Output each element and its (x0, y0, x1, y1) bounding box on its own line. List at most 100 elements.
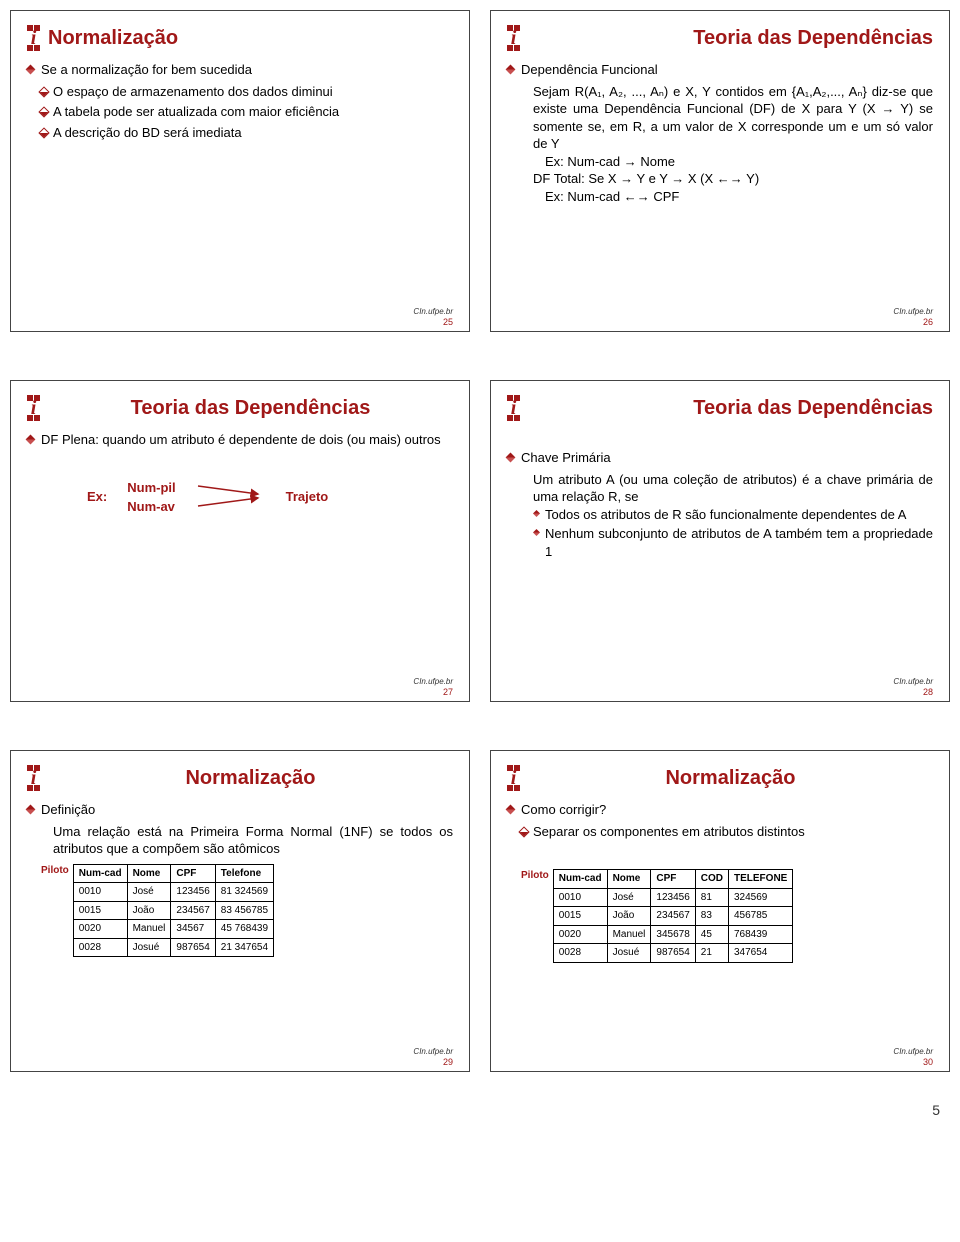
footer-num: 25 (443, 317, 453, 327)
piloto-label: Piloto (521, 869, 549, 883)
slide-title: Normalização (48, 27, 453, 50)
table-header: Telefone (215, 864, 273, 883)
slide-footer: CIn.ufpe.br 28 (507, 677, 933, 697)
slide-footer: CIn.ufpe.br 25 (27, 307, 453, 327)
table-row: 0028Josué98765421347654 (553, 944, 793, 963)
table-cell: 234567 (651, 907, 695, 926)
logo-icon: i (27, 765, 40, 791)
footer-num: 27 (443, 687, 453, 697)
table-row: 0015João23456783 456785 (73, 901, 273, 920)
bullet: O espaço de armazenamento dos dados dimi… (27, 83, 453, 101)
table-cell: 21 347654 (215, 938, 273, 957)
table-header: TELEFONE (729, 870, 793, 889)
table-cell: Josué (127, 938, 171, 957)
bullet: Como corrigir? (507, 801, 933, 819)
text: DF Total: Se X → Y e Y → X (X ←→ Y) (507, 170, 933, 188)
table-header: Num-cad (73, 864, 127, 883)
bullet: Dependência Funcional (507, 61, 933, 79)
table-cell: 0010 (73, 883, 127, 902)
table-row: 0010José12345681324569 (553, 888, 793, 907)
table-cell: João (607, 907, 651, 926)
table-header-row: Num-cadNomeCPFCODTELEFONE (553, 870, 793, 889)
slide-footer: CIn.ufpe.br 30 (507, 1047, 933, 1067)
text: Sejam R(A₁, A₂, ..., Aₙ) e X, Y contidos… (507, 83, 933, 153)
slide-header: i Teoria das Dependências (507, 25, 933, 51)
bullet: Separar os componentes em atributos dist… (507, 823, 933, 841)
slide-title: Teoria das Dependências (528, 27, 933, 50)
table-cell: 81 324569 (215, 883, 273, 902)
table-cell: Manuel (607, 925, 651, 944)
footer-num: 26 (923, 317, 933, 327)
table-cell: 0020 (73, 920, 127, 939)
slide-28: i Teoria das Dependências Chave Primária… (490, 380, 950, 702)
slides-grid: i Normalização Se a normalização for bem… (10, 10, 950, 1072)
text: Uma relação está na Primeira Forma Norma… (27, 823, 453, 858)
text: Ex: Num-cad ←→ CPF (507, 188, 933, 206)
logo-icon: i (27, 395, 40, 421)
slide-26: i Teoria das Dependências Dependência Fu… (490, 10, 950, 332)
table-cell: José (127, 883, 171, 902)
slide-25: i Normalização Se a normalização for bem… (10, 10, 470, 332)
table-cell: 45 (695, 925, 728, 944)
table-row: 0010José12345681 324569 (73, 883, 273, 902)
table-cell: 0015 (553, 907, 607, 926)
piloto-table: Num-cadNomeCPFCODTELEFONE 0010José123456… (553, 869, 794, 963)
slide-footer: CIn.ufpe.br 26 (507, 307, 933, 327)
slide-body: Definição Uma relação está na Primeira F… (27, 801, 453, 1047)
slide-body: Chave Primária Um atributo A (ou uma col… (507, 431, 933, 677)
slide-header: i Normalização (507, 765, 933, 791)
table-cell: 234567 (171, 901, 215, 920)
table-cell: Josué (607, 944, 651, 963)
slide-title: Teoria das Dependências (48, 397, 453, 420)
table-row: 0028Josué98765421 347654 (73, 938, 273, 957)
table-cell: 987654 (171, 938, 215, 957)
bullet: DF Plena: quando um atributo é dependent… (27, 431, 453, 449)
table-cell: 0028 (553, 944, 607, 963)
footer-num: 30 (923, 1057, 933, 1067)
piloto-table: Num-cadNomeCPFTelefone 0010José12345681 … (73, 864, 274, 958)
slide-header: i Normalização (27, 765, 453, 791)
table-cell: José (607, 888, 651, 907)
footer-num: 28 (923, 687, 933, 697)
table-cell: Manuel (127, 920, 171, 939)
logo-icon: i (507, 25, 520, 51)
piloto-label: Piloto (41, 864, 69, 878)
table-cell: 83 (695, 907, 728, 926)
footer-brand: CIn.ufpe.br (413, 1047, 453, 1056)
num-pil-label: Num-pil (127, 479, 175, 497)
arrows-icon (196, 482, 266, 512)
table-cell: 81 (695, 888, 728, 907)
slide-header: i Teoria das Dependências (27, 395, 453, 421)
table-header: Nome (127, 864, 171, 883)
table-cell: 0028 (73, 938, 127, 957)
table-cell: 324569 (729, 888, 793, 907)
ex-label: Ex: (87, 488, 107, 506)
table-header: CPF (171, 864, 215, 883)
table-cell: 768439 (729, 925, 793, 944)
table-cell: 34567 (171, 920, 215, 939)
table-row: 0020Manuel3456745 768439 (73, 920, 273, 939)
table-cell: 345678 (651, 925, 695, 944)
table-cell: 0010 (553, 888, 607, 907)
bullet: A tabela pode ser atualizada com maior e… (27, 103, 453, 121)
bullet: Chave Primária (507, 449, 933, 467)
table-cell: 21 (695, 944, 728, 963)
footer-brand: CIn.ufpe.br (893, 1047, 933, 1056)
table-row: 0015João23456783456785 (553, 907, 793, 926)
logo-icon: i (27, 25, 40, 51)
text: Um atributo A (ou uma coleção de atribut… (507, 471, 933, 506)
table-header: COD (695, 870, 728, 889)
table-header: Nome (607, 870, 651, 889)
bullet: Definição (27, 801, 453, 819)
table-header: Num-cad (553, 870, 607, 889)
table-cell: 987654 (651, 944, 695, 963)
trajeto-label: Trajeto (286, 488, 329, 506)
bullet: Todos os atributos de R são funcionalmen… (507, 506, 933, 524)
table-row: 0020Manuel34567845768439 (553, 925, 793, 944)
slide-29: i Normalização Definição Uma relação est… (10, 750, 470, 1072)
text: Ex: Num-cad → Nome (507, 153, 933, 171)
slide-body: Como corrigir? Separar os componentes em… (507, 801, 933, 1047)
table-cell: 123456 (651, 888, 695, 907)
slide-header: i Teoria das Dependências (507, 395, 933, 421)
table-wrap: Piloto Num-cadNomeCPFCODTELEFONE 0010Jos… (507, 863, 933, 963)
